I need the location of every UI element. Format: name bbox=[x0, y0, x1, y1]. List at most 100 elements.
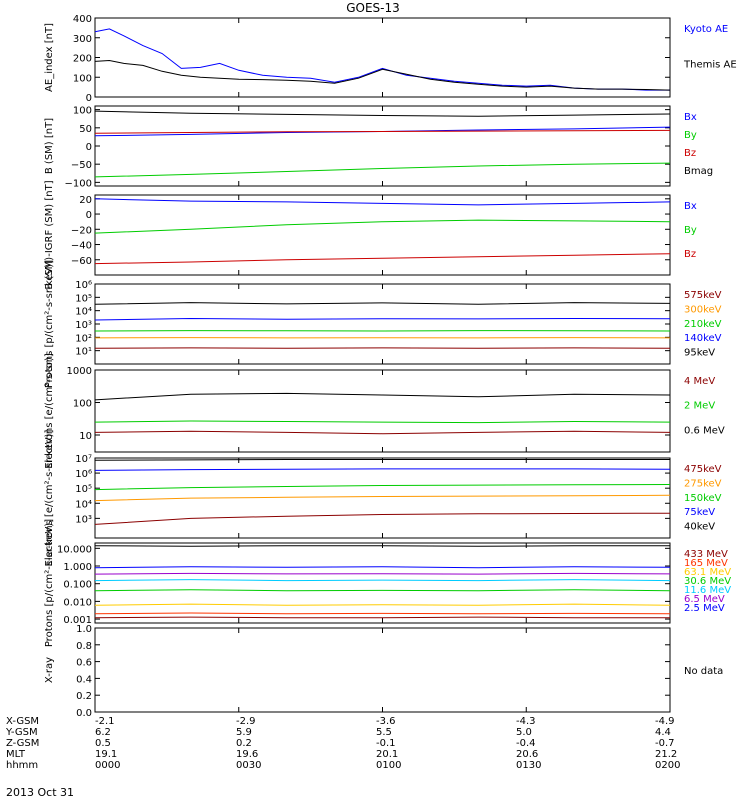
legend-entry: 40keV bbox=[684, 522, 715, 533]
orbit-value: 0100 bbox=[376, 760, 401, 771]
y-axis-label: Protons [p/(cm²-s-sr-keV)] bbox=[44, 260, 55, 388]
y-tick-label: 100 bbox=[73, 73, 92, 84]
legend-entry: 4 MeV bbox=[684, 376, 715, 387]
legend-entry: 11.6 MeV bbox=[684, 585, 731, 596]
orbit-value: 21.2 bbox=[655, 749, 677, 760]
series-line bbox=[94, 545, 670, 547]
series-line bbox=[94, 110, 671, 117]
panel-4: 10¹ 10² 10³ 10⁴ 10⁵ 10⁶ Protons [p/(cm²-s-sr-k… bbox=[44, 260, 722, 388]
legend-entry: Kyoto AE bbox=[684, 24, 728, 35]
panel-frame bbox=[94, 627, 671, 713]
y-tick-label: 1000 bbox=[67, 366, 92, 377]
series-line bbox=[94, 616, 670, 619]
series-line bbox=[94, 494, 671, 502]
legend-entry: 30.6 MeV bbox=[684, 576, 731, 587]
y-tick-label: 100 bbox=[73, 106, 92, 117]
legend-entry: 6.5 MeV bbox=[684, 594, 725, 605]
y-tick-label: 10³ bbox=[75, 320, 92, 331]
y-axis-label: Electrons [e/(cm²-s-sr-keV)] bbox=[44, 429, 55, 566]
series-line bbox=[94, 28, 670, 91]
y-axis-label: B (SM) [nT] bbox=[44, 118, 55, 174]
series-line bbox=[94, 219, 671, 234]
y-tick-label: 200 bbox=[73, 54, 92, 65]
y-tick-label: 1.0 bbox=[76, 624, 92, 635]
series-line bbox=[94, 430, 671, 435]
legend-entry: Bz bbox=[684, 249, 696, 260]
y-tick-label: 10⁴ bbox=[75, 307, 92, 318]
series-line bbox=[94, 302, 671, 305]
y-tick-label: 20 bbox=[79, 195, 92, 206]
series-line bbox=[94, 317, 671, 321]
orbit-value: 0200 bbox=[655, 760, 680, 771]
y-tick-label: 10 bbox=[79, 431, 92, 442]
legend-entry: Bx bbox=[684, 201, 697, 212]
orbit-value: -0.4 bbox=[516, 738, 536, 749]
legend-entry: 210keV bbox=[684, 319, 722, 330]
orbit-value: -0.1 bbox=[376, 738, 396, 749]
series-line bbox=[94, 589, 671, 592]
y-tick-label: −60 bbox=[71, 256, 92, 267]
y-axis-label: B (SM)-IGRF (SM) [nT] bbox=[44, 180, 55, 289]
orbit-value: 6.2 bbox=[95, 727, 111, 738]
legend-entry: 75keV bbox=[684, 507, 715, 518]
y-tick-label: 0 bbox=[86, 142, 92, 153]
legend-entry: Bmag bbox=[684, 166, 713, 177]
panel-3: −60 −40 −20 0 20 B (SM)-IGRF (SM) [nT] Bx By Bz bbox=[44, 180, 697, 289]
y-tick-label: 0 bbox=[86, 210, 92, 221]
orbit-value: 0.2 bbox=[236, 738, 252, 749]
panel-8: 0.0 0.2 0.4 0.6 0.8 1.0 X-ray No data bbox=[44, 624, 723, 719]
y-axis-label: Protons [p/(cm²-s-sr-keV)] bbox=[44, 519, 55, 647]
y-axis-label: X-ray bbox=[44, 657, 55, 683]
y-tick-label: 1.000 bbox=[63, 562, 92, 573]
y-tick-label: 10⁶ bbox=[75, 469, 92, 480]
orbit-value: 19.1 bbox=[95, 749, 117, 760]
y-tick-label: 10⁶ bbox=[75, 280, 92, 291]
orbit-row-label: X-GSM bbox=[6, 716, 39, 727]
y-tick-label: 10⁴ bbox=[75, 499, 92, 510]
y-tick-label: 100 bbox=[73, 399, 92, 410]
series-line bbox=[94, 468, 671, 471]
series-line bbox=[94, 512, 671, 525]
orbit-value: -0.7 bbox=[655, 738, 675, 749]
legend-entry: 95keV bbox=[684, 348, 715, 359]
orbit-value: 0.5 bbox=[95, 738, 111, 749]
legend-entry: 0.6 MeV bbox=[684, 425, 725, 436]
y-tick-label: 50 bbox=[79, 124, 92, 135]
series-line bbox=[94, 572, 671, 575]
series-line bbox=[94, 484, 671, 491]
series-line bbox=[94, 459, 670, 461]
orbit-value: 5.9 bbox=[236, 727, 252, 738]
legend-entry: 140keV bbox=[684, 333, 722, 344]
y-tick-label: −20 bbox=[71, 225, 92, 236]
orbit-row-label: Z-GSM bbox=[6, 738, 39, 749]
legend-entry: By bbox=[684, 130, 697, 141]
legend-entry: Themis AE bbox=[683, 60, 737, 71]
orbit-value: 5.0 bbox=[516, 727, 532, 738]
series-line bbox=[94, 198, 671, 206]
series-line bbox=[94, 129, 671, 134]
legend-entry: 300keV bbox=[684, 304, 722, 315]
legend-entry: Bz bbox=[684, 148, 696, 159]
y-tick-label: 10⁷ bbox=[75, 454, 92, 465]
date-label: 2013 Oct 31 bbox=[6, 786, 74, 799]
y-tick-label: 10³ bbox=[75, 514, 92, 525]
orbit-value: 0030 bbox=[236, 760, 261, 771]
y-tick-label: 300 bbox=[73, 34, 92, 45]
legend-entry: 150keV bbox=[684, 493, 722, 504]
y-tick-label: 400 bbox=[73, 14, 92, 25]
y-tick-label: 0.0 bbox=[76, 708, 92, 719]
orbit-value: -4.3 bbox=[516, 716, 536, 727]
panel-frame bbox=[94, 542, 671, 624]
legend-entry: By bbox=[684, 225, 697, 236]
panel-1: 0 100 200 300 400 AE_index [nT] Kyoto AE Themis… bbox=[44, 14, 737, 104]
legend-entry: 575keV bbox=[684, 290, 722, 301]
legend-entry: 2 MeV bbox=[684, 401, 715, 412]
orbit-value: 0130 bbox=[516, 760, 541, 771]
orbit-value: 5.5 bbox=[376, 727, 392, 738]
y-tick-label: 10⁵ bbox=[75, 293, 92, 304]
series-line bbox=[94, 59, 671, 91]
legend-entry: 63.1 MeV bbox=[684, 567, 731, 578]
series-line bbox=[94, 420, 671, 424]
y-tick-label: 10⁵ bbox=[75, 484, 92, 495]
